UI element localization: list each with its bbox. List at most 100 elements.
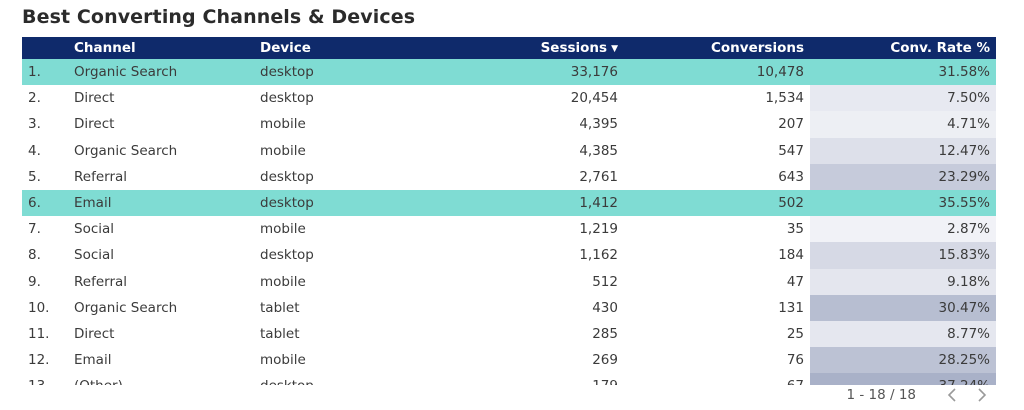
channel-cell: Direct bbox=[74, 116, 115, 133]
conversions-header[interactable]: Conversions bbox=[624, 37, 810, 59]
conversions-cell: 207 bbox=[778, 116, 804, 133]
data-table: Channel Device Sessions ▼ Conversions Con… bbox=[22, 37, 996, 385]
pagination-range: 1 - 18 / 18 bbox=[846, 387, 916, 403]
channel-cell: Email bbox=[68, 189, 254, 217]
row-index: 10. bbox=[28, 299, 50, 316]
table-row[interactable]: 6. Email desktop 1,412 502 35.55% bbox=[22, 189, 996, 217]
conversions-cell: 184 bbox=[778, 247, 804, 264]
sessions-cell: 179 bbox=[444, 373, 624, 385]
table-row[interactable]: 2. Direct desktop 20,454 1,534 7.50% bbox=[22, 85, 996, 112]
device-cell: mobile bbox=[260, 221, 306, 238]
index-header bbox=[22, 37, 68, 59]
conversions-cell: 67 bbox=[624, 373, 810, 385]
device-cell: mobile bbox=[260, 142, 306, 159]
device-cell: tablet bbox=[260, 325, 300, 342]
conv-rate-header[interactable]: Conv. Rate % bbox=[810, 37, 996, 59]
sessions-cell: 33,176 bbox=[444, 59, 624, 86]
conv-rate-cell: 15.83% bbox=[810, 242, 996, 269]
device-cell: desktop bbox=[254, 373, 444, 385]
device-header[interactable]: Device bbox=[254, 37, 444, 59]
row-index: 13. bbox=[22, 373, 68, 385]
row-index: 5. bbox=[28, 168, 41, 185]
conversions-cell: 47 bbox=[786, 273, 804, 290]
sessions-cell: 1,412 bbox=[444, 189, 624, 217]
table-row[interactable]: 4. Organic Search mobile 4,385 547 12.47% bbox=[22, 137, 996, 164]
device-cell: desktop bbox=[254, 189, 444, 217]
conv-rate-cell: 30.47% bbox=[810, 294, 996, 321]
conv-rate-cell: 2.87% bbox=[810, 216, 996, 243]
conv-rate-cell: 8.77% bbox=[810, 320, 996, 348]
sessions-cell: 512 bbox=[592, 273, 618, 290]
device-cell: tablet bbox=[260, 299, 300, 316]
conversions-cell: 76 bbox=[786, 352, 804, 369]
table-row[interactable]: 12. Email mobile 269 76 28.25% bbox=[22, 347, 996, 374]
device-cell: desktop bbox=[254, 59, 444, 86]
conv-rate-cell: 4.71% bbox=[810, 111, 996, 138]
conversions-cell: 10,478 bbox=[624, 59, 810, 86]
conversions-cell: 643 bbox=[778, 168, 804, 185]
table-header-row: Channel Device Sessions ▼ Conversions Con… bbox=[22, 37, 996, 59]
row-index: 7. bbox=[28, 221, 41, 238]
conversions-cell: 25 bbox=[786, 325, 804, 342]
sessions-cell: 2,761 bbox=[579, 168, 618, 185]
row-index: 2. bbox=[28, 90, 41, 107]
table-row[interactable]: 9. Referral mobile 512 47 9.18% bbox=[22, 268, 996, 295]
chevron-left-icon[interactable] bbox=[940, 384, 964, 406]
row-index: 12. bbox=[28, 352, 50, 369]
table-row[interactable]: 8. Social desktop 1,162 184 15.83% bbox=[22, 242, 996, 269]
sessions-cell: 1,219 bbox=[579, 221, 618, 238]
channel-cell: Social bbox=[74, 247, 115, 264]
conv-rate-cell: 12.47% bbox=[810, 137, 996, 164]
sessions-cell: 1,162 bbox=[579, 247, 618, 264]
channel-header[interactable]: Channel bbox=[68, 37, 254, 59]
table-row[interactable]: 3. Direct mobile 4,395 207 4.71% bbox=[22, 111, 996, 138]
pagination: 1 - 18 / 18 bbox=[846, 384, 994, 406]
conv-rate-cell: 9.18% bbox=[810, 268, 996, 295]
sessions-cell: 4,385 bbox=[579, 142, 618, 159]
table-row[interactable]: 10. Organic Search tablet 430 131 30.47% bbox=[22, 294, 996, 321]
conv-rate-cell: 28.25% bbox=[810, 347, 996, 374]
table-row[interactable]: 5. Referral desktop 2,761 643 23.29% bbox=[22, 163, 996, 190]
row-index: 11. bbox=[28, 325, 50, 342]
channel-cell: Referral bbox=[74, 168, 128, 185]
device-cell: mobile bbox=[260, 352, 306, 369]
table-row[interactable]: 13.(Other)desktop1796737.24% bbox=[22, 373, 996, 385]
table-row[interactable]: 7. Social mobile 1,219 35 2.87% bbox=[22, 216, 996, 243]
page-title: Best Converting Channels & Devices bbox=[22, 6, 416, 28]
channel-cell: Social bbox=[74, 221, 115, 238]
device-cell: mobile bbox=[260, 273, 306, 290]
device-cell: desktop bbox=[260, 247, 314, 264]
channel-cell: (Other) bbox=[68, 373, 254, 385]
data-table-container[interactable]: Channel Device Sessions ▼ Conversions Con… bbox=[22, 37, 996, 385]
row-index: 3. bbox=[28, 116, 41, 133]
sort-descending-icon[interactable]: ▼ bbox=[611, 44, 618, 54]
device-cell: desktop bbox=[260, 90, 314, 107]
channel-cell: Referral bbox=[74, 273, 128, 290]
conv-rate-cell: 31.58% bbox=[810, 59, 996, 86]
conv-rate-cell: 23.29% bbox=[810, 163, 996, 190]
conversions-cell: 502 bbox=[624, 189, 810, 217]
chevron-right-icon[interactable] bbox=[970, 384, 994, 406]
conversions-cell: 35 bbox=[786, 221, 804, 238]
sessions-cell: 285 bbox=[592, 325, 618, 342]
sessions-cell: 4,395 bbox=[579, 116, 618, 133]
sessions-cell: 269 bbox=[592, 352, 618, 369]
sessions-cell: 430 bbox=[592, 299, 618, 316]
table-body: 1. Organic Search desktop 33,176 10,478 31.58… bbox=[22, 59, 996, 385]
conversions-cell: 1,534 bbox=[765, 90, 804, 107]
table-row[interactable]: 11. Direct tablet 285 25 8.77% bbox=[22, 320, 996, 348]
channel-cell: Direct bbox=[74, 325, 115, 342]
sessions-cell: 20,454 bbox=[570, 90, 618, 107]
conv-rate-cell: 35.55% bbox=[810, 189, 996, 217]
conversions-cell: 547 bbox=[778, 142, 804, 159]
row-index: 6. bbox=[22, 189, 68, 217]
row-index: 8. bbox=[28, 247, 41, 264]
conversions-cell: 131 bbox=[778, 299, 804, 316]
channel-cell: Email bbox=[74, 352, 112, 369]
channel-cell: Organic Search bbox=[68, 59, 254, 86]
sessions-header-label: Sessions bbox=[540, 40, 608, 56]
conv-rate-cell: 37.24% bbox=[810, 373, 996, 385]
table-row[interactable]: 1. Organic Search desktop 33,176 10,478 31.58… bbox=[22, 59, 996, 86]
sessions-header[interactable]: Sessions ▼ bbox=[444, 37, 624, 59]
row-index: 4. bbox=[28, 142, 41, 159]
